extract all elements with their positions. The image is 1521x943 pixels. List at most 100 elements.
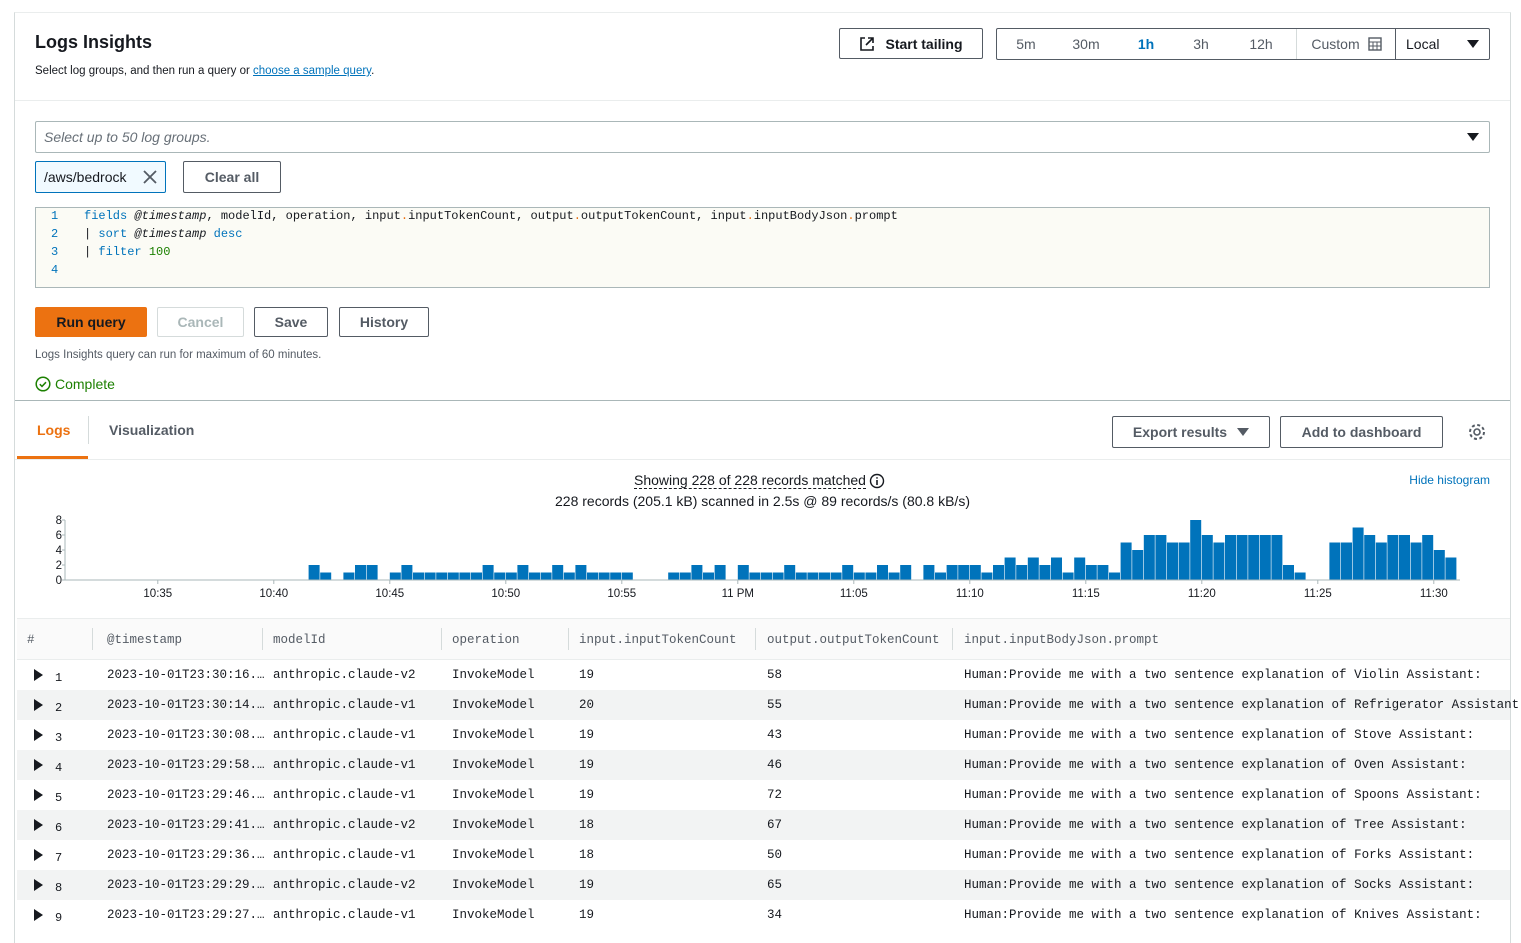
line-number: 1 xyxy=(51,209,59,223)
expand-icon[interactable] xyxy=(34,909,44,921)
histogram: 0 2 4 6 8 10:35 10:40 10:45 10:50 10:55 11 PM 11:05… xyxy=(56,515,1460,600)
tab-logs[interactable]: Logs xyxy=(37,422,71,438)
settings-icon[interactable] xyxy=(1467,422,1487,442)
hide-histogram-link[interactable]: Hide histogram xyxy=(1409,473,1490,487)
bar xyxy=(575,565,587,580)
run-query-button[interactable]: Run query xyxy=(35,307,147,337)
code-line: | sort @timestamp desc xyxy=(84,227,242,241)
triangle xyxy=(34,729,43,741)
bar xyxy=(679,572,691,580)
bar xyxy=(703,572,714,580)
bar xyxy=(413,572,424,580)
timezone-select[interactable]: Local xyxy=(1395,29,1489,59)
bar xyxy=(1027,557,1039,580)
x-tick-label: 10:40 xyxy=(259,588,288,600)
sample-link[interactable]: choose a sample query xyxy=(253,65,372,77)
x-tick-label: 11 PM xyxy=(722,588,754,600)
cell: InvokeModel xyxy=(452,818,535,832)
expand-icon[interactable] xyxy=(34,819,44,831)
cell: 2023-10-01T23:29:46.… xyxy=(107,788,265,802)
table-row[interactable]: 1 2023-10-01T23:30:16.… anthropic.claude-v… xyxy=(17,660,1510,690)
tab-separator xyxy=(88,416,89,444)
x-tick-label: 10:45 xyxy=(375,588,404,600)
bar xyxy=(935,572,946,580)
cell: 4 xyxy=(55,761,63,775)
custom-range[interactable]: Custom xyxy=(1296,29,1396,59)
code-token xyxy=(142,245,149,259)
info-icon[interactable] xyxy=(869,473,885,489)
expand-icon[interactable] xyxy=(34,759,44,771)
bar xyxy=(877,565,888,580)
cell: 19 xyxy=(579,878,595,892)
cell: 2023-10-01T23:29:58.… xyxy=(107,758,265,772)
start-tailing-button[interactable]: Start tailing xyxy=(839,28,983,59)
expand-icon[interactable] xyxy=(34,669,44,681)
range-option[interactable]: 5m xyxy=(1016,36,1036,52)
cancel-button[interactable]: Cancel xyxy=(157,307,244,337)
dashboard-button[interactable]: Add to dashboard xyxy=(1280,416,1443,448)
bar xyxy=(1352,527,1364,580)
expand-icon[interactable] xyxy=(34,699,44,711)
triangle xyxy=(34,849,43,861)
bar xyxy=(1283,565,1294,580)
caret xyxy=(1467,40,1479,48)
bar xyxy=(1445,557,1457,580)
bar xyxy=(1236,535,1248,580)
x-tick-label: 11:25 xyxy=(1304,588,1332,600)
tab-visualization[interactable]: Visualization xyxy=(109,422,195,438)
bar xyxy=(436,572,448,580)
code-token: | xyxy=(84,245,99,259)
cell: 5 xyxy=(55,791,63,805)
cell: 9 xyxy=(55,911,63,925)
bar xyxy=(471,572,482,580)
log-group-placeholder: Select up to 50 log groups. xyxy=(44,129,211,145)
cell: anthropic.claude-v1 xyxy=(273,698,416,712)
x-tick-label: 11:05 xyxy=(840,588,868,600)
range-option[interactable]: 12h xyxy=(1249,36,1273,52)
column-separator xyxy=(568,628,569,650)
export-button[interactable]: Export results xyxy=(1112,416,1270,448)
expand-icon[interactable] xyxy=(34,879,44,891)
y-tick-label: 2 xyxy=(56,560,62,572)
clear-all-button[interactable]: Clear all xyxy=(183,161,281,193)
remove-token[interactable] xyxy=(143,170,157,184)
table-row[interactable]: 6 2023-10-01T23:29:41.… anthropic.claude-v… xyxy=(17,810,1510,840)
expand-icon[interactable] xyxy=(34,789,44,801)
cell: Human:Provide me with a two sentence exp… xyxy=(964,788,1482,802)
bar xyxy=(517,565,529,580)
timezone-label: Local xyxy=(1406,36,1440,52)
table-row[interactable]: 8 2023-10-01T23:29:29.… anthropic.claude-v… xyxy=(17,870,1510,900)
bar xyxy=(946,565,958,580)
bar xyxy=(1062,572,1074,580)
cell: anthropic.claude-v2 xyxy=(273,878,416,892)
bar xyxy=(888,572,900,580)
range-option[interactable]: 3h xyxy=(1193,36,1209,52)
expand-icon[interactable] xyxy=(34,849,44,861)
table-row[interactable]: 9 2023-10-01T23:29:27.… anthropic.claude-v… xyxy=(17,900,1510,930)
history-button[interactable]: History xyxy=(339,307,429,337)
table-row[interactable]: 7 2023-10-01T23:29:36.… anthropic.claude-v… xyxy=(17,840,1510,870)
range-option[interactable]: 30m xyxy=(1072,36,1100,52)
code-line: fields @timestamp, modelId, operation, i… xyxy=(84,209,898,223)
bar xyxy=(749,572,761,580)
bar xyxy=(1120,542,1132,580)
triangle xyxy=(34,759,43,771)
query-editor[interactable] xyxy=(35,207,1490,288)
range-option[interactable]: 1h xyxy=(1137,36,1155,52)
x-tick-label: 10:35 xyxy=(143,588,172,600)
bar xyxy=(1410,542,1422,580)
tab-underline xyxy=(17,456,88,459)
bar xyxy=(761,572,772,580)
bar xyxy=(830,572,842,580)
expand-icon[interactable] xyxy=(34,729,44,741)
cell: Human:Provide me with a two sentence exp… xyxy=(964,848,1475,862)
table-row[interactable]: 2 2023-10-01T23:30:14.… anthropic.claude-v… xyxy=(17,690,1521,720)
log-group-select[interactable]: Select up to 50 log groups. xyxy=(35,121,1490,153)
bar xyxy=(1178,542,1190,580)
table-row[interactable]: 4 2023-10-01T23:29:58.… anthropic.claude-v… xyxy=(17,750,1510,780)
bar xyxy=(1213,542,1225,580)
save-button[interactable]: Save xyxy=(254,307,328,337)
table-row[interactable]: 3 2023-10-01T23:30:08.… anthropic.claude-v… xyxy=(17,720,1510,750)
bar xyxy=(853,572,865,580)
table-row[interactable]: 5 2023-10-01T23:29:46.… anthropic.claude-v… xyxy=(17,780,1510,810)
